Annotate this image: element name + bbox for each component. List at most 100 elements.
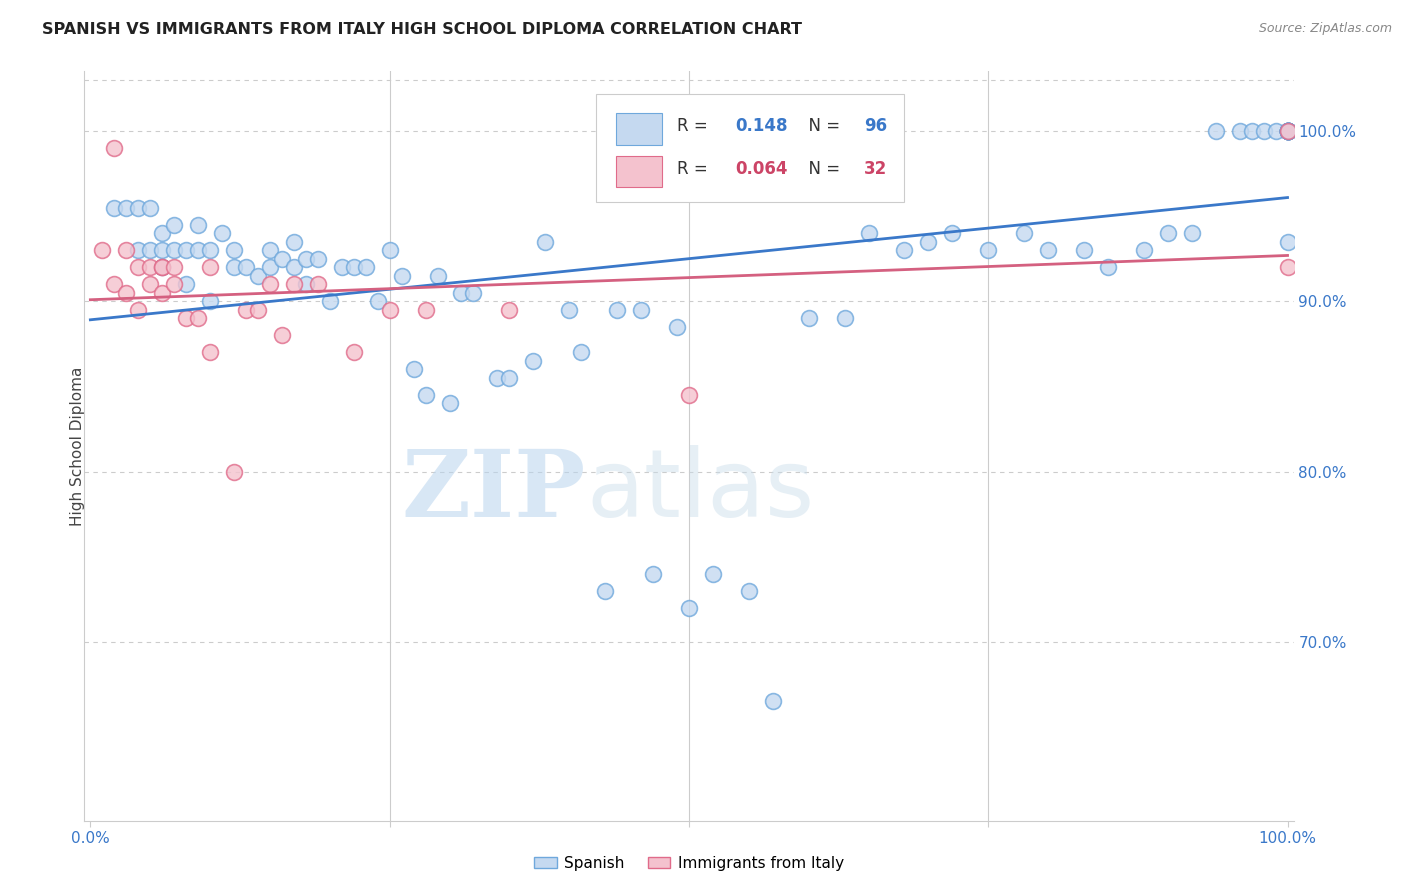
Point (1240, 124, 1263, 138)
Point (738, 583, 761, 598)
Point (1277, 124, 1299, 138)
Point (127, 243, 149, 257)
FancyBboxPatch shape (596, 94, 904, 202)
Point (1036, 243, 1059, 257)
Point (1133, 243, 1156, 257)
Point (246, 302, 269, 317)
Text: SPANISH VS IMMIGRANTS FROM ITALY HIGH SCHOOL DIPLOMA CORRELATION CHART: SPANISH VS IMMIGRANTS FROM ITALY HIGH SC… (42, 22, 803, 37)
Point (463, 285, 485, 300)
Point (343, 260, 366, 275)
Point (762, 694, 785, 708)
Point (1277, 260, 1299, 275)
Point (222, 465, 245, 479)
Point (103, 201, 125, 215)
Point (1277, 124, 1299, 138)
Point (283, 277, 305, 292)
Text: Source: ZipAtlas.com: Source: ZipAtlas.com (1258, 22, 1392, 36)
Point (797, 311, 820, 326)
Text: N =: N = (797, 160, 845, 178)
Point (211, 226, 233, 240)
Point (1073, 243, 1095, 257)
Point (150, 260, 173, 275)
Point (534, 235, 557, 249)
Point (259, 277, 281, 292)
Point (450, 285, 472, 300)
Text: R =: R = (676, 117, 713, 135)
Point (91, 243, 114, 257)
Point (1097, 260, 1119, 275)
Point (1277, 124, 1299, 138)
Point (163, 277, 186, 292)
Point (127, 302, 149, 317)
Point (391, 268, 413, 283)
Point (198, 260, 221, 275)
Point (235, 260, 257, 275)
Point (187, 218, 209, 232)
Point (330, 260, 353, 275)
Point (319, 294, 342, 309)
Point (1277, 124, 1299, 138)
Point (115, 243, 138, 257)
Point (1277, 124, 1299, 138)
Point (139, 201, 162, 215)
Point (174, 311, 197, 326)
Point (1157, 226, 1180, 240)
Point (150, 243, 173, 257)
Point (163, 243, 186, 257)
Point (1277, 124, 1299, 138)
Text: N =: N = (797, 117, 845, 135)
Point (498, 302, 520, 317)
Point (569, 345, 592, 359)
Point (307, 277, 329, 292)
Text: atlas: atlas (586, 445, 814, 537)
Point (402, 362, 425, 376)
Point (343, 345, 366, 359)
Point (426, 268, 449, 283)
Point (1277, 124, 1299, 138)
Point (606, 302, 628, 317)
Point (139, 277, 162, 292)
Point (1277, 235, 1299, 249)
Text: 96: 96 (865, 117, 887, 135)
Point (641, 566, 664, 581)
Text: 0.148: 0.148 (735, 117, 787, 135)
Point (103, 277, 125, 292)
Point (665, 319, 688, 334)
Point (415, 388, 437, 402)
Point (678, 388, 700, 402)
Text: 32: 32 (865, 160, 887, 178)
Point (150, 285, 173, 300)
Legend: Spanish, Immigrants from Italy: Spanish, Immigrants from Italy (527, 849, 851, 877)
Point (127, 260, 149, 275)
Point (486, 371, 509, 385)
Point (163, 260, 186, 275)
Point (1277, 124, 1299, 138)
Point (917, 235, 939, 249)
Point (630, 302, 652, 317)
Point (174, 277, 197, 292)
Point (150, 260, 173, 275)
Point (246, 268, 269, 283)
Point (150, 226, 173, 240)
Point (270, 328, 292, 343)
Point (1277, 124, 1299, 138)
Point (1264, 124, 1286, 138)
Point (415, 302, 437, 317)
Point (1277, 124, 1299, 138)
Point (378, 243, 401, 257)
Point (834, 311, 856, 326)
Point (378, 302, 401, 317)
Point (295, 277, 318, 292)
Point (187, 311, 209, 326)
Point (222, 260, 245, 275)
Point (1277, 124, 1299, 138)
Point (1277, 124, 1299, 138)
Point (1205, 124, 1227, 138)
Point (150, 260, 173, 275)
Point (187, 243, 209, 257)
Point (1277, 124, 1299, 138)
Point (198, 294, 221, 309)
Point (1229, 124, 1251, 138)
Point (259, 243, 281, 257)
Point (1012, 226, 1035, 240)
